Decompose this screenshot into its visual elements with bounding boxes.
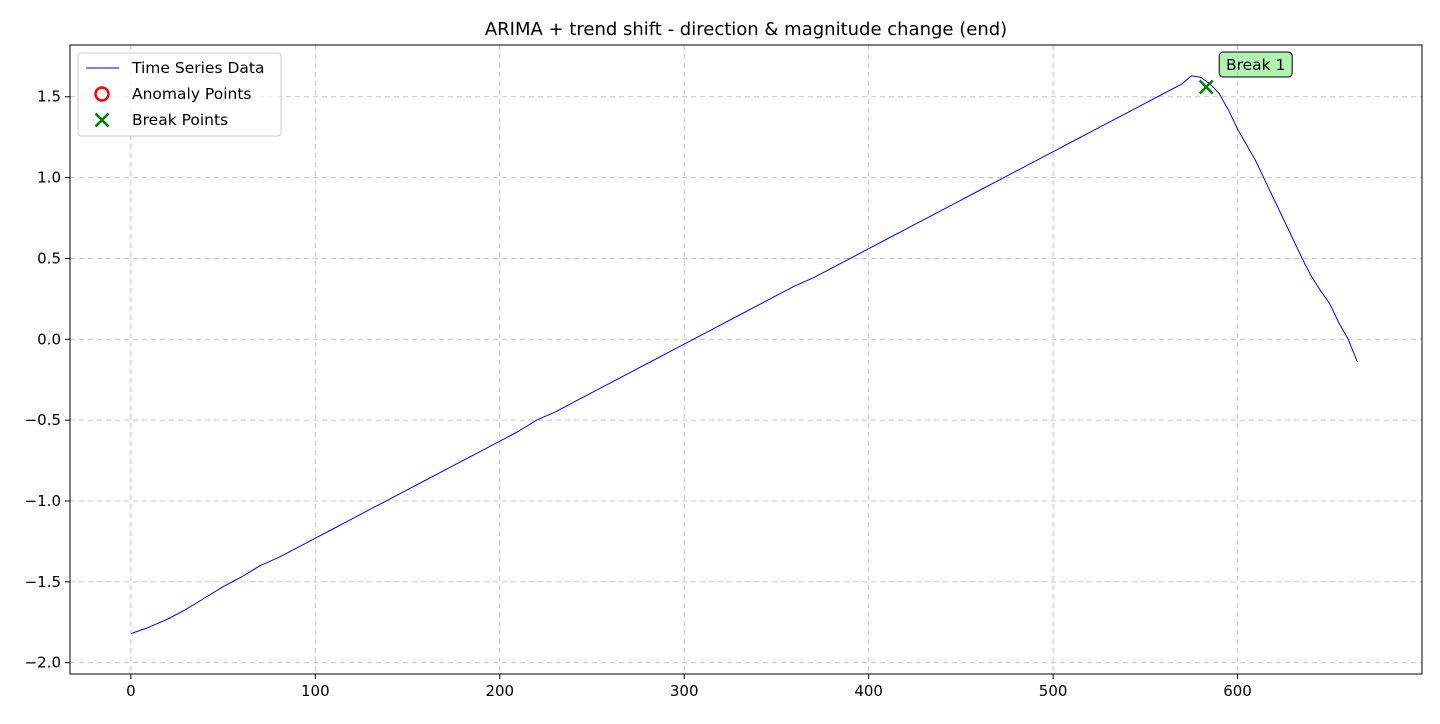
break-point-stroke — [1198, 79, 1214, 95]
marker-layer — [1198, 79, 1214, 95]
legend-label: Time Series Data — [131, 59, 264, 77]
y-tick-label: 1.0 — [37, 169, 61, 187]
legend-x-swatch — [94, 112, 110, 128]
x-tick-label: 600 — [1223, 682, 1252, 700]
y-tick-label: 0.5 — [37, 249, 61, 267]
legend-label: Break Points — [132, 111, 228, 129]
y-tick-label: 0.0 — [37, 330, 61, 348]
y-tick-label: −0.5 — [25, 411, 61, 429]
annotation-box — [1218, 51, 1293, 78]
legend-item: Break Points — [94, 111, 228, 129]
legend-item: Time Series Data — [86, 59, 264, 77]
series-line — [130, 75, 1358, 635]
tick-layer: 0 100 200 300 400 500 600 −2.0 −1.5 −1.0 −0.5 0.0 0.… — [25, 88, 1252, 700]
series-layer — [130, 75, 1358, 635]
x-tick-label: 200 — [485, 682, 514, 700]
x-tick-label: 300 — [670, 682, 699, 700]
annotation-layer: Break 1 — [1218, 51, 1293, 78]
legend: Time Series Data Anomaly Points Break Poin… — [77, 52, 282, 137]
break-point-marker — [1198, 79, 1214, 95]
x-tick-label: 0 — [126, 682, 136, 700]
legend-item: Anomaly Points — [94, 85, 251, 103]
break-annotation: Break 1 — [1218, 51, 1293, 78]
legend-circle-swatch — [94, 86, 110, 102]
y-tick-label: −1.5 — [25, 573, 61, 591]
x-tick-label: 500 — [1039, 682, 1068, 700]
legend-label: Anomaly Points — [132, 85, 251, 103]
y-tick-label: −2.0 — [25, 654, 61, 672]
x-tick-label: 400 — [854, 682, 883, 700]
grid-layer — [70, 45, 1422, 674]
annotation-label: Break 1 — [1226, 56, 1285, 74]
y-tick-label: −1.0 — [25, 492, 61, 510]
x-tick-label: 100 — [301, 682, 330, 700]
chart-title: ARIMA + trend shift - direction & magnit… — [485, 19, 1007, 40]
y-tick-label: 1.5 — [37, 88, 61, 106]
legend-box — [77, 52, 282, 137]
plot-frame — [69, 44, 1423, 675]
